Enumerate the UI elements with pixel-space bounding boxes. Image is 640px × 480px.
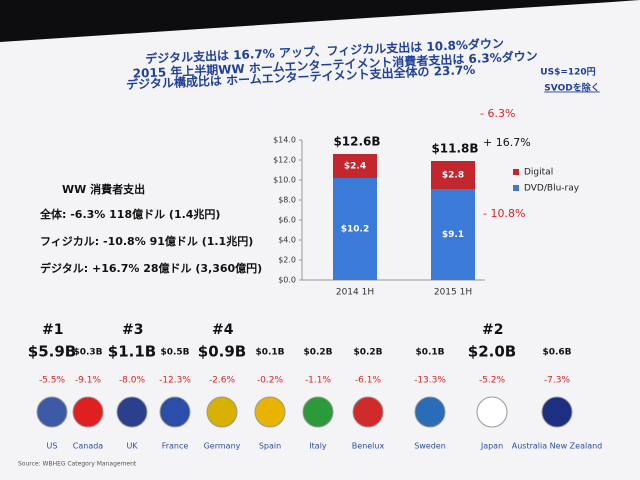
annotation: - 6.3% bbox=[480, 107, 515, 120]
country-name: Sweden bbox=[414, 442, 446, 451]
y-tick-label: $4.0 bbox=[278, 236, 296, 245]
annotation: + 16.7% bbox=[483, 136, 531, 149]
total-label: $11.8B bbox=[431, 142, 478, 156]
country-value: $0.2B bbox=[353, 348, 382, 358]
country-name: Germany bbox=[204, 442, 241, 451]
flag bbox=[414, 396, 446, 428]
country-value: $0.6B bbox=[542, 348, 571, 358]
flag bbox=[36, 396, 68, 428]
rank: #2 bbox=[482, 322, 503, 338]
value-label: $9.1 bbox=[442, 230, 464, 240]
value-label: $2.4 bbox=[344, 162, 366, 172]
total-label: $12.6B bbox=[333, 135, 380, 149]
flag bbox=[352, 396, 384, 428]
legend-label: Digital bbox=[524, 168, 553, 178]
value-label: $10.2 bbox=[341, 225, 369, 235]
country-name: Benelux bbox=[352, 442, 385, 451]
bar-segment bbox=[333, 178, 377, 280]
flag bbox=[476, 396, 508, 428]
country-name: Australia New Zealand bbox=[512, 442, 603, 451]
country-change: -1.1% bbox=[305, 376, 332, 386]
flag bbox=[541, 396, 573, 428]
y-tick-label: $0.0 bbox=[278, 276, 296, 285]
country-name: UK bbox=[126, 442, 138, 451]
country-value: $0.1B bbox=[415, 348, 444, 358]
country-change: -6.1% bbox=[355, 376, 382, 386]
flag bbox=[116, 396, 148, 428]
legend-swatch bbox=[513, 169, 519, 175]
annotation: - 10.8% bbox=[483, 207, 525, 220]
x-tick-label: 2015 1H bbox=[434, 288, 472, 298]
rank: #3 bbox=[122, 322, 143, 338]
country-change: -0.2% bbox=[257, 376, 284, 386]
country-change: -13.3% bbox=[414, 376, 446, 386]
country-change: -5.2% bbox=[479, 376, 506, 386]
rank: #4 bbox=[212, 322, 234, 338]
bar-segment bbox=[333, 154, 377, 178]
country-value: $0.3B bbox=[73, 348, 102, 358]
y-tick-label: $14.0 bbox=[273, 136, 296, 145]
country-value: $5.9B bbox=[28, 343, 76, 361]
country-value: $0.5B bbox=[160, 348, 189, 358]
summary-line: フィジカル: -10.8% 91億ドル (1.1兆円) bbox=[40, 234, 253, 248]
flag bbox=[72, 396, 104, 428]
country-value: $0.9B bbox=[198, 343, 246, 361]
legend-label: DVD/Blu-ray bbox=[524, 184, 580, 194]
note: SVODを除く bbox=[544, 82, 599, 94]
summary-title: WW 消費者支出 bbox=[62, 182, 145, 196]
country-change: -8.0% bbox=[119, 376, 146, 386]
country-name: Japan bbox=[480, 442, 503, 451]
y-tick-label: $2.0 bbox=[278, 256, 296, 265]
y-tick-label: $10.0 bbox=[273, 176, 296, 185]
summary-line: 全体: -6.3% 118億ドル (1.4兆円) bbox=[39, 207, 220, 221]
country-name: Italy bbox=[309, 442, 327, 451]
country-change: -5.5% bbox=[39, 376, 66, 386]
summary-line: デジタル: +16.7% 28億ドル (3,360億円) bbox=[40, 261, 262, 275]
note: US$=120円 bbox=[540, 67, 595, 78]
flag bbox=[206, 396, 238, 428]
country-name: US bbox=[47, 442, 58, 451]
country-name: Spain bbox=[259, 442, 281, 451]
value-label: $2.8 bbox=[442, 171, 464, 181]
country-name: Canada bbox=[73, 442, 104, 451]
x-tick-label: 2014 1H bbox=[336, 288, 374, 298]
bar-segment bbox=[431, 161, 475, 189]
country-change: -9.1% bbox=[75, 376, 102, 386]
country-name: France bbox=[162, 442, 189, 451]
y-tick-label: $8.0 bbox=[278, 196, 296, 205]
country-change: -12.3% bbox=[159, 376, 191, 386]
country-value: $0.1B bbox=[255, 348, 284, 358]
country-value: $2.0B bbox=[468, 343, 516, 361]
country-value: $1.1B bbox=[108, 343, 156, 361]
flag bbox=[302, 396, 334, 428]
flag bbox=[159, 396, 191, 428]
source: Source: WBHEG Category Management bbox=[18, 461, 137, 468]
country-change: -2.6% bbox=[209, 376, 236, 386]
country-change: -7.3% bbox=[544, 376, 571, 386]
y-tick-label: $12.0 bbox=[273, 156, 296, 165]
flag bbox=[254, 396, 286, 428]
legend-swatch bbox=[513, 185, 519, 191]
y-tick-label: $6.0 bbox=[278, 216, 296, 225]
rank: #1 bbox=[42, 322, 63, 338]
bar-segment bbox=[431, 189, 475, 280]
country-value: $0.2B bbox=[303, 348, 332, 358]
